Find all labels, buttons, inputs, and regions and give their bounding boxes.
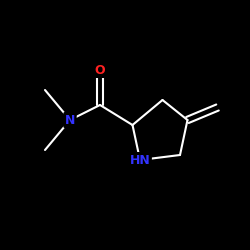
Text: O: O: [95, 64, 105, 76]
Text: HN: HN: [130, 154, 150, 166]
Text: N: N: [65, 114, 75, 126]
